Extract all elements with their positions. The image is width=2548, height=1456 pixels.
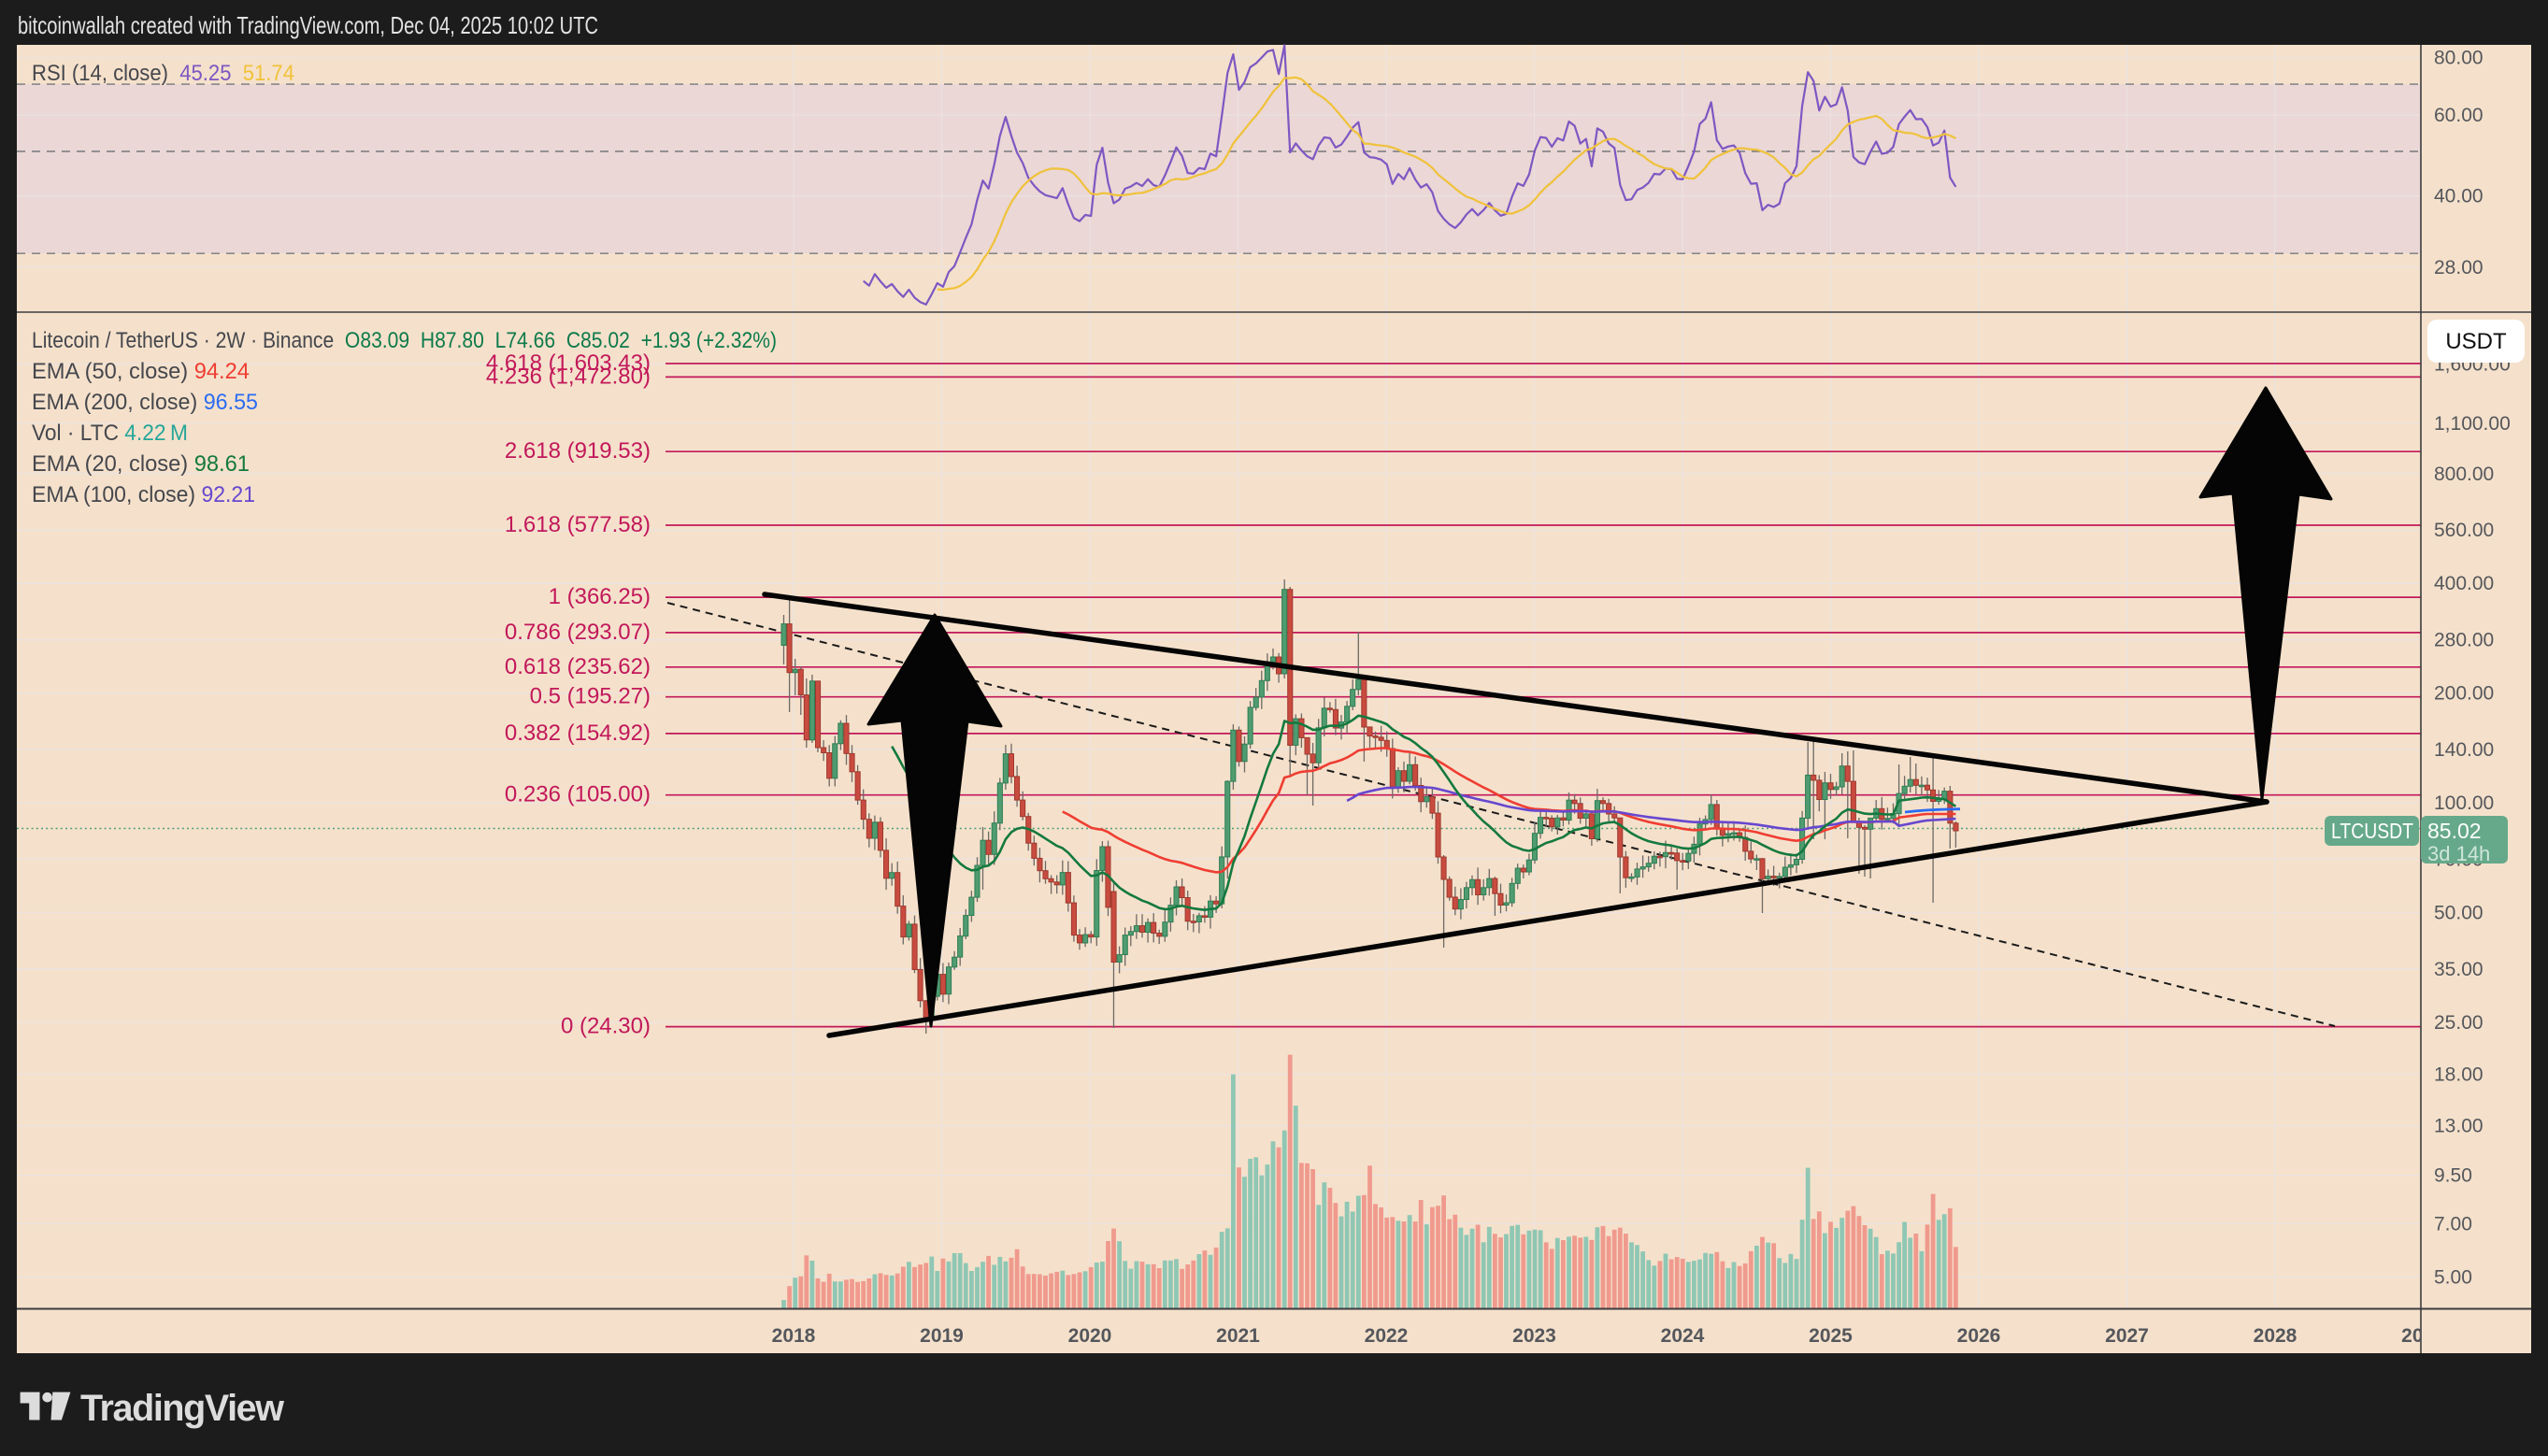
svg-text:2027: 2027 bbox=[2105, 1325, 2149, 1347]
svg-text:85.02: 85.02 bbox=[2427, 819, 2482, 843]
svg-text:35.00: 35.00 bbox=[2434, 959, 2484, 980]
svg-text:3d 14h: 3d 14h bbox=[2427, 842, 2490, 865]
svg-text:28.00: 28.00 bbox=[2434, 257, 2484, 278]
svg-text:0.786 (293.07): 0.786 (293.07) bbox=[505, 620, 651, 645]
svg-text:2022: 2022 bbox=[1365, 1325, 1409, 1347]
svg-text:2029: 2029 bbox=[2401, 1325, 2445, 1347]
svg-text:LTCUSDT: LTCUSDT bbox=[2331, 819, 2413, 843]
svg-text:100.00: 100.00 bbox=[2434, 792, 2494, 814]
svg-text:RSI (14, close) 45.25 51.74: RSI (14, close) 45.25 51.74 bbox=[32, 61, 294, 86]
svg-text:0.236 (105.00): 0.236 (105.00) bbox=[505, 782, 651, 807]
svg-text:USDT: USDT bbox=[2445, 329, 2507, 354]
svg-text:2018: 2018 bbox=[772, 1325, 816, 1347]
svg-text:50.00: 50.00 bbox=[2434, 902, 2484, 923]
svg-text:2021: 2021 bbox=[1216, 1325, 1260, 1347]
svg-text:2019: 2019 bbox=[920, 1325, 964, 1347]
svg-text:18.00: 18.00 bbox=[2434, 1063, 2484, 1085]
svg-text:25.00: 25.00 bbox=[2434, 1012, 2484, 1034]
svg-text:0.618 (235.62): 0.618 (235.62) bbox=[505, 654, 651, 679]
svg-text:140.00: 140.00 bbox=[2434, 739, 2494, 761]
svg-text:4.236 (1,472.80): 4.236 (1,472.80) bbox=[486, 364, 651, 389]
svg-text:560.00: 560.00 bbox=[2434, 520, 2494, 541]
svg-text:2020: 2020 bbox=[1068, 1325, 1112, 1347]
svg-text:2024: 2024 bbox=[1661, 1325, 1705, 1347]
svg-text:bitcoinwallah created with Tra: bitcoinwallah created with TradingView.c… bbox=[18, 11, 598, 39]
svg-text:9.50: 9.50 bbox=[2434, 1165, 2472, 1187]
svg-text:EMA (50, close) 94.24: EMA (50, close) 94.24 bbox=[32, 359, 250, 384]
svg-text:1,100.00: 1,100.00 bbox=[2434, 413, 2511, 435]
svg-text:13.00: 13.00 bbox=[2434, 1116, 2484, 1137]
svg-text:4.618 (1,603.43): 4.618 (1,603.43) bbox=[486, 350, 651, 376]
svg-text:EMA (20, close) 98.61: EMA (20, close) 98.61 bbox=[32, 451, 250, 477]
svg-text:40.00: 40.00 bbox=[2434, 186, 2484, 207]
svg-text:TradingView: TradingView bbox=[80, 1388, 284, 1429]
svg-text:400.00: 400.00 bbox=[2434, 573, 2494, 594]
svg-text:0.382 (154.92): 0.382 (154.92) bbox=[505, 721, 651, 746]
svg-text:Vol · LTC 4.22 M: Vol · LTC 4.22 M bbox=[32, 421, 188, 446]
svg-text:800.00: 800.00 bbox=[2434, 464, 2494, 485]
svg-text:0.5 (195.27): 0.5 (195.27) bbox=[530, 684, 651, 709]
svg-text:7.00: 7.00 bbox=[2434, 1213, 2472, 1235]
svg-text:5.00: 5.00 bbox=[2434, 1266, 2472, 1288]
svg-text:2023: 2023 bbox=[1512, 1325, 1556, 1347]
svg-text:Litecoin / TetherUS · 2W · Bin: Litecoin / TetherUS · 2W · Binance O83.0… bbox=[32, 328, 777, 353]
svg-text:0 (24.30): 0 (24.30) bbox=[561, 1014, 651, 1039]
svg-text:60.00: 60.00 bbox=[2434, 105, 2484, 126]
svg-text:1 (366.25): 1 (366.25) bbox=[549, 584, 651, 609]
svg-text:2028: 2028 bbox=[2254, 1325, 2297, 1347]
svg-text:2026: 2026 bbox=[1957, 1325, 2001, 1347]
svg-text:1.618 (577.58): 1.618 (577.58) bbox=[505, 512, 651, 537]
svg-text:EMA (200, close) 96.55: EMA (200, close) 96.55 bbox=[32, 390, 258, 415]
svg-text:2.618 (919.53): 2.618 (919.53) bbox=[505, 438, 651, 464]
svg-text:200.00: 200.00 bbox=[2434, 683, 2494, 705]
svg-text:2025: 2025 bbox=[1809, 1325, 1853, 1347]
svg-text:80.00: 80.00 bbox=[2434, 48, 2484, 69]
svg-text:EMA (100, close) 92.21: EMA (100, close) 92.21 bbox=[32, 482, 255, 507]
svg-text:280.00: 280.00 bbox=[2434, 630, 2494, 651]
